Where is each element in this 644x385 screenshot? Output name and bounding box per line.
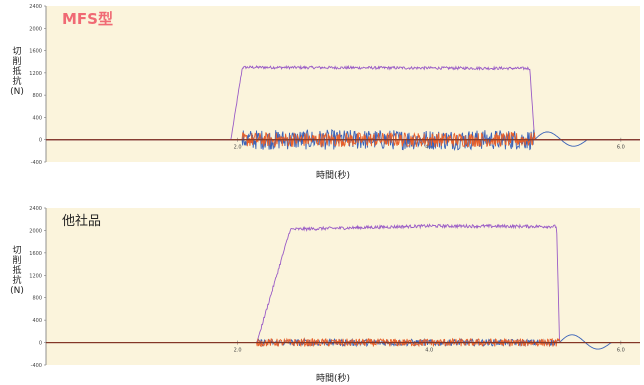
- y-axis-label: 抗: [12, 75, 21, 87]
- y-axis-label: 切: [12, 46, 21, 57]
- y-tick-label: 400: [32, 115, 42, 121]
- y-tick-label: 0: [39, 341, 42, 347]
- plot-area: [46, 6, 640, 162]
- y-tick-label: 800: [32, 296, 42, 302]
- x-tick-label: 6.0: [617, 145, 625, 151]
- y-tick-label: 1600: [29, 49, 42, 55]
- x-tick-label: 4.0: [425, 348, 433, 354]
- y-tick-label: -400: [31, 363, 42, 369]
- x-tick-label: 6.0: [617, 348, 625, 354]
- y-axis-label: (N): [10, 87, 24, 97]
- y-axis-label: 抗: [12, 274, 21, 286]
- y-tick-label: 0: [39, 138, 42, 144]
- y-tick-label: 2400: [29, 4, 42, 10]
- y-tick-label: 2000: [29, 26, 42, 32]
- y-axis-label: 削: [12, 254, 21, 266]
- y-tick-label: 400: [32, 318, 42, 324]
- chart-title: MFS型: [62, 10, 113, 28]
- y-axis-label: 削: [12, 55, 21, 67]
- y-axis-label: (N): [10, 286, 24, 296]
- x-tick-label: 2.0: [234, 348, 242, 354]
- y-tick-label: -400: [31, 160, 42, 166]
- y-axis-label: 抵: [12, 264, 21, 276]
- y-tick-label: 2400: [29, 206, 42, 212]
- chart-title: 他社品: [62, 213, 101, 229]
- y-tick-label: 2000: [29, 228, 42, 234]
- y-tick-label: 1200: [29, 71, 42, 77]
- chart-panel-2: 2400 2000 1600 1200 800 400 0 -400 2.0 4.0 6.0 他社品切…: [10, 206, 640, 384]
- x-tick-label: 2.0: [234, 145, 242, 151]
- x-axis-label: 時間(秒): [316, 169, 350, 181]
- y-axis-label: 抵: [12, 65, 21, 77]
- y-axis-label: 切: [12, 245, 21, 256]
- y-tick-label: 1200: [29, 273, 42, 279]
- y-tick-label: 800: [32, 93, 42, 99]
- x-axis-label: 時間(秒): [316, 372, 350, 384]
- y-tick-label: 1600: [29, 251, 42, 257]
